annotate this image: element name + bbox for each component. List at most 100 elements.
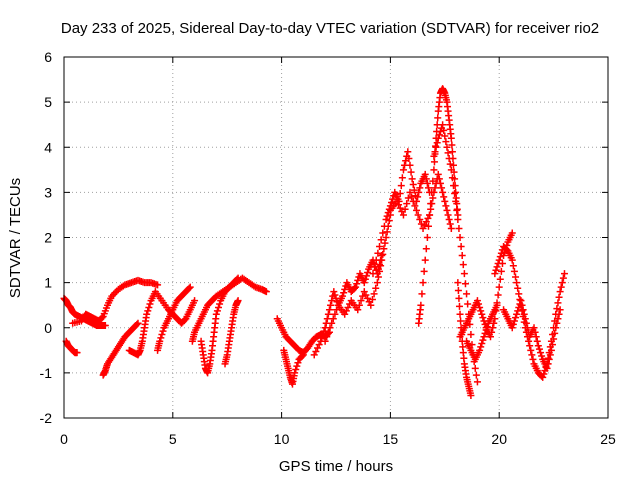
data-point — [497, 267, 505, 275]
data-marks — [60, 85, 568, 399]
data-point — [436, 179, 444, 187]
data-point — [359, 292, 367, 300]
data-point — [557, 283, 565, 291]
data-point — [424, 222, 432, 230]
x-tick-label: 20 — [491, 431, 507, 447]
y-tick-label: 6 — [44, 49, 52, 65]
data-point — [520, 310, 528, 318]
series-arc-13 — [321, 211, 394, 345]
data-point — [467, 391, 475, 399]
data-point — [430, 152, 438, 160]
data-point — [440, 193, 448, 201]
data-point — [538, 352, 546, 360]
data-point — [143, 310, 151, 318]
data-point — [467, 331, 475, 339]
data-point — [360, 288, 368, 296]
data-point — [415, 188, 423, 196]
data-point — [509, 320, 517, 328]
data-point — [554, 315, 562, 323]
data-point — [530, 324, 538, 332]
data-point — [455, 302, 463, 310]
data-point — [397, 182, 405, 190]
data-point — [382, 234, 390, 241]
data-point — [478, 310, 486, 318]
data-point — [447, 134, 455, 142]
data-point — [134, 319, 142, 327]
y-tick-label: -1 — [40, 365, 53, 381]
data-point — [374, 273, 382, 281]
data-point — [353, 280, 361, 288]
data-point — [455, 224, 463, 232]
data-point — [545, 355, 553, 363]
data-point — [156, 337, 164, 345]
chart-title: Day 233 of 2025, Sidereal Day-to-day VTE… — [61, 20, 599, 37]
data-point — [475, 300, 483, 308]
data-point — [362, 272, 370, 280]
data-point — [396, 204, 404, 212]
data-point — [212, 310, 220, 318]
data-point — [416, 184, 424, 192]
data-point — [440, 126, 448, 134]
series-arc-5 — [125, 288, 199, 359]
data-point — [443, 143, 451, 151]
data-point — [323, 315, 331, 323]
y-tick-label: 1 — [44, 275, 52, 291]
data-point — [234, 297, 242, 305]
data-point — [372, 256, 380, 264]
data-point — [489, 324, 497, 332]
data-point — [233, 275, 241, 283]
data-point — [419, 279, 427, 287]
data-point — [457, 243, 465, 251]
data-point — [537, 349, 545, 357]
data-point — [421, 170, 429, 178]
data-point — [312, 347, 320, 355]
data-point — [368, 296, 376, 304]
data-point — [442, 138, 450, 146]
data-point — [362, 291, 370, 299]
data-point — [436, 127, 444, 135]
data-point — [408, 175, 416, 183]
series-arc-22 — [500, 297, 564, 372]
data-point — [157, 334, 165, 342]
data-point — [371, 263, 379, 271]
data-point — [111, 289, 119, 297]
data-point — [463, 290, 471, 298]
data-point — [486, 333, 494, 341]
data-point — [414, 193, 422, 201]
data-point — [380, 245, 388, 253]
data-point — [559, 274, 567, 282]
data-point — [329, 315, 337, 323]
data-point — [446, 220, 454, 228]
data-point — [369, 270, 377, 278]
data-point — [410, 186, 418, 194]
series-arc-17 — [430, 121, 481, 386]
data-point — [495, 283, 503, 291]
series-arc-3 — [69, 276, 162, 327]
data-point — [326, 324, 334, 332]
series-arc-2 — [62, 337, 81, 357]
data-point — [216, 300, 224, 308]
data-point — [423, 234, 431, 241]
data-point — [380, 222, 388, 230]
data-point — [431, 184, 439, 192]
axis-ticks: 0 5 10 15 20 25 -2 -1 0 1 2 3 4 5 6 — [40, 49, 616, 447]
data-point — [379, 229, 387, 237]
data-point — [319, 331, 327, 339]
data-point — [321, 337, 329, 345]
x-tick-label: 25 — [600, 431, 616, 447]
data-point — [406, 188, 414, 196]
data-point — [429, 177, 437, 185]
data-point — [186, 283, 194, 291]
data-point — [191, 297, 199, 305]
data-point — [429, 194, 437, 202]
data-point — [515, 290, 523, 298]
data-point — [546, 351, 554, 359]
data-point — [364, 268, 372, 276]
data-point — [395, 201, 403, 209]
data-point — [519, 306, 527, 314]
y-tick-label: 0 — [44, 320, 52, 336]
series-arc-20 — [463, 301, 501, 363]
data-point — [404, 194, 412, 202]
data-point — [360, 279, 368, 287]
data-point — [438, 184, 446, 192]
